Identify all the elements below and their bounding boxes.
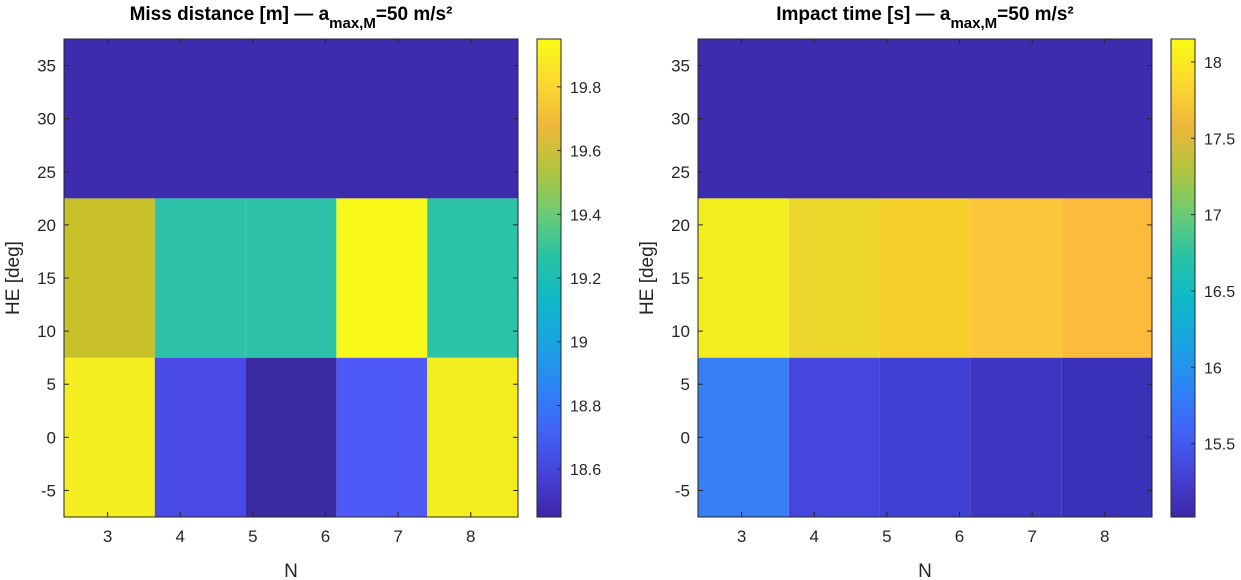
y-tick-label: 0 — [681, 428, 690, 447]
heatmap-cell-middle-4 — [336, 198, 428, 358]
y-tick-label: 10 — [671, 322, 690, 341]
y-tick-label: 5 — [47, 375, 56, 394]
y-tick-label: 25 — [37, 163, 56, 182]
colorbar-tick-label: 16 — [1204, 360, 1222, 377]
heatmap-cell-middle-2 — [788, 198, 880, 358]
x-tick-label: 6 — [321, 527, 330, 546]
colorbar-tick-label: 19.8 — [570, 80, 601, 97]
x-tick-label: 8 — [466, 527, 475, 546]
heatmap-panel-2: 3 4 5 6 7 8 -5 0 5 10 15 20 25 30 35 N HE [deg] Impact ti… — [637, 4, 1235, 580]
colorbar-tick-label: 18 — [1204, 55, 1222, 72]
heatmap-cell-bottom-2 — [788, 357, 880, 517]
heatmap-cell-bottom-1 — [64, 357, 155, 517]
colorbar-tick-label: 17 — [1204, 208, 1222, 225]
x-axis-label: N — [918, 561, 932, 580]
y-tick-label: 20 — [37, 216, 56, 235]
chart-title: Miss distance [m] — amax,M=50 m/s² — [130, 4, 453, 32]
heatmap-cell-bottom-5 — [427, 357, 518, 517]
colorbar-tick-label: 17.5 — [1204, 131, 1235, 148]
heatmap-cell-middle-3 — [879, 198, 971, 358]
colorbar-tick-label: 18.8 — [570, 398, 601, 415]
x-tick-label: 7 — [393, 527, 402, 546]
y-tick-label: 5 — [681, 375, 690, 394]
heatmap-cell-middle-5 — [1061, 198, 1152, 358]
x-tick-label: 4 — [175, 527, 184, 546]
y-axis-label: HE [deg] — [637, 241, 658, 315]
x-tick-label: 3 — [737, 527, 746, 546]
y-tick-label: 15 — [37, 269, 56, 288]
heatmap-cell-bottom-3 — [245, 357, 337, 517]
y-tick-label: 25 — [671, 163, 690, 182]
heatmap-panel-1: 3 4 5 6 7 8 -5 0 5 10 15 20 25 30 35 N HE [deg] Miss dist… — [3, 4, 601, 580]
heatmap-cell-bottom-4 — [970, 357, 1062, 517]
heatmap-cell-middle-2 — [154, 198, 246, 358]
x-tick-label: 5 — [882, 527, 891, 546]
colorbar-tick-label: 18.6 — [570, 462, 601, 479]
y-tick-label: -5 — [41, 481, 56, 500]
y-tick-label: -5 — [675, 481, 690, 500]
heatmap-cell-middle-1 — [64, 198, 155, 358]
x-tick-label: 8 — [1100, 527, 1109, 546]
x-axis-label: N — [284, 561, 298, 580]
x-tick-label: 5 — [248, 527, 257, 546]
heatmap-cell-bottom-2 — [154, 357, 246, 517]
colorbar-tick-label: 19.2 — [570, 271, 601, 288]
y-tick-label: 30 — [671, 110, 690, 129]
y-tick-label: 15 — [671, 269, 690, 288]
y-tick-label: 10 — [37, 322, 56, 341]
heatmap-cell-bottom-1 — [698, 357, 789, 517]
y-axis-label: HE [deg] — [3, 241, 24, 315]
colorbar-tick-label: 19.4 — [570, 207, 601, 224]
heatmap-cell-bottom-3 — [879, 357, 971, 517]
x-tick-label: 7 — [1027, 527, 1036, 546]
colorbar-tick-label: 19.6 — [570, 144, 601, 161]
heatmap-cell-top — [698, 39, 1152, 199]
heatmap-cell-bottom-5 — [1061, 357, 1152, 517]
y-tick-label: 30 — [37, 110, 56, 129]
colorbar — [1170, 38, 1196, 518]
heatmap-cell-bottom-4 — [336, 357, 428, 517]
colorbar-tick-label: 16.5 — [1204, 284, 1235, 301]
heatmap-cell-middle-1 — [698, 198, 789, 358]
chart-title: Impact time [s] — amax,M=50 m/s² — [776, 4, 1073, 32]
y-tick-label: 35 — [671, 57, 690, 76]
y-tick-label: 35 — [37, 57, 56, 76]
heatmap-cell-middle-5 — [427, 198, 518, 358]
heatmap-cell-middle-3 — [245, 198, 337, 358]
y-tick-label: 0 — [47, 428, 56, 447]
colorbar-tick-label: 15.5 — [1204, 437, 1235, 454]
colorbar-tick-label: 19 — [570, 335, 588, 352]
x-tick-label: 6 — [955, 527, 964, 546]
heatmap-cell-top — [64, 39, 518, 199]
x-tick-label: 3 — [103, 527, 112, 546]
y-tick-label: 20 — [671, 216, 690, 235]
x-tick-label: 4 — [809, 527, 818, 546]
heatmap-cell-middle-4 — [970, 198, 1062, 358]
